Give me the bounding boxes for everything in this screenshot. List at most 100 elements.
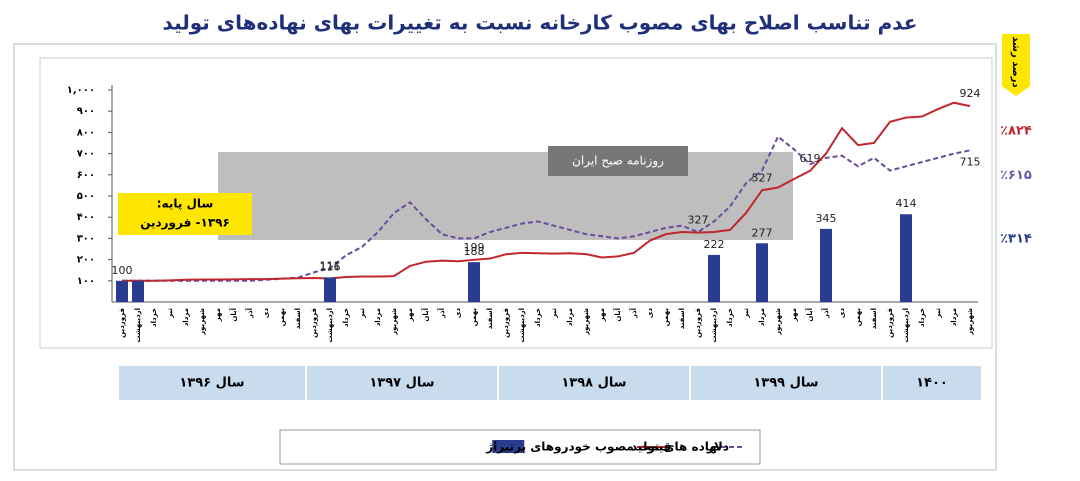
x-tick-label: مرداد bbox=[950, 308, 958, 326]
x-tick-label: فروردین bbox=[502, 308, 510, 338]
x-tick-label: تیر bbox=[358, 308, 366, 319]
x-tick-label: فروردین bbox=[694, 308, 702, 338]
bar bbox=[820, 228, 832, 302]
x-tick-label: مهر bbox=[790, 308, 798, 322]
legend-label: دلار bbox=[706, 440, 729, 454]
x-tick-label: اسفند bbox=[294, 308, 302, 329]
x-tick-label: بهمن bbox=[854, 308, 862, 327]
bar bbox=[708, 254, 720, 302]
data-label: 222 bbox=[704, 238, 725, 251]
data-label: 345 bbox=[816, 212, 837, 225]
bar bbox=[324, 277, 336, 302]
x-tick-label: تیر bbox=[166, 308, 174, 319]
x-tick-label: بهمن bbox=[278, 308, 286, 327]
year-band bbox=[119, 366, 305, 400]
x-tick-label: مرداد bbox=[182, 308, 190, 326]
legend-label: نهاده های تولید bbox=[631, 440, 722, 455]
x-tick-label: مهر bbox=[406, 308, 414, 322]
x-tick-label: دی bbox=[838, 308, 846, 318]
y-tick-label: ۹۰۰ bbox=[77, 106, 95, 117]
growth-label: ٪۸۲۴ bbox=[1000, 124, 1032, 139]
x-tick-label: اسفند bbox=[678, 308, 686, 329]
x-tick-label: مهر bbox=[214, 308, 222, 322]
x-tick-label: خرداد bbox=[918, 308, 926, 327]
x-tick-label: بهمن bbox=[470, 308, 478, 327]
x-tick-label: مرداد bbox=[374, 308, 382, 326]
x-tick-label: مرداد bbox=[566, 308, 574, 326]
line bbox=[122, 135, 971, 282]
year-band bbox=[307, 366, 497, 400]
year-band bbox=[691, 366, 881, 400]
year-label: سال ۱۳۹۸ bbox=[561, 376, 626, 391]
x-tick-label: آبان bbox=[229, 307, 238, 321]
watermark: روزنامه صبح ایران bbox=[572, 154, 664, 169]
x-tick-label: مهر bbox=[598, 308, 606, 322]
data-label: 188 bbox=[464, 245, 485, 258]
data-label: 414 bbox=[896, 197, 917, 210]
x-tick-label: شهریور bbox=[198, 308, 206, 336]
year-band bbox=[499, 366, 689, 400]
y-tick-label: ۱,۰۰۰ bbox=[67, 85, 95, 96]
data-label: 116 bbox=[320, 260, 341, 273]
x-tick-label: تیر bbox=[934, 308, 942, 319]
bar bbox=[900, 214, 912, 302]
x-tick-label: اسفند bbox=[486, 308, 494, 329]
bar bbox=[116, 280, 128, 302]
y-tick-label: ۱۰۰ bbox=[77, 276, 95, 287]
base-note-box bbox=[118, 193, 252, 235]
year-label: سال ۱۳۹۹ bbox=[753, 376, 818, 391]
x-tick-label: اردیبهشت bbox=[134, 308, 142, 343]
x-tick-label: فروردین bbox=[310, 308, 318, 338]
legend-label: قیمت مصوب خودروهای پرتیراژ bbox=[485, 440, 671, 455]
legend-swatch bbox=[492, 440, 525, 453]
x-tick-label: تیر bbox=[550, 308, 558, 319]
bar bbox=[756, 243, 768, 302]
bar bbox=[468, 262, 480, 302]
x-tick-label: اسفند bbox=[870, 308, 878, 329]
y-tick-label: ۲۰۰ bbox=[77, 255, 95, 266]
year-label: ۱۴۰۰ bbox=[916, 376, 948, 391]
x-tick-label: اردیبهشت bbox=[902, 308, 910, 343]
x-tick-label: خرداد bbox=[534, 308, 542, 327]
chart-title: عدم تناسب اصلاح بهای مصوب کارخانه نسبت ب… bbox=[163, 11, 918, 35]
x-tick-label: مرداد bbox=[758, 308, 766, 326]
x-tick-label: شهریور bbox=[966, 308, 974, 336]
x-tick-label: دی bbox=[262, 308, 270, 318]
data-label: 100 bbox=[112, 264, 133, 277]
x-tick-label: تیر bbox=[742, 308, 750, 319]
x-tick-label: آبان bbox=[805, 307, 814, 321]
x-tick-label: خرداد bbox=[726, 308, 734, 327]
y-tick-label: ۴۰۰ bbox=[77, 212, 95, 223]
y-tick-label: ۶۰۰ bbox=[77, 170, 95, 181]
x-tick-label: آبان bbox=[613, 307, 622, 321]
x-tick-label: خرداد bbox=[342, 308, 350, 327]
data-label: 111 bbox=[320, 259, 341, 272]
data-label: 277 bbox=[752, 226, 773, 239]
year-band bbox=[883, 366, 981, 400]
y-tick-label: ۳۰۰ bbox=[77, 233, 95, 244]
growth-tag bbox=[1002, 34, 1030, 96]
data-label: 715 bbox=[960, 155, 981, 168]
x-tick-label: آذر bbox=[245, 307, 254, 319]
bar bbox=[132, 280, 144, 302]
base-note: سال پایه: bbox=[157, 197, 214, 211]
year-label: سال ۱۳۹۶ bbox=[179, 376, 244, 391]
growth-label: ٪۶۱۵ bbox=[1000, 168, 1032, 183]
x-tick-label: بهمن bbox=[662, 308, 670, 327]
x-tick-label: آبان bbox=[421, 307, 430, 321]
x-tick-label: اردیبهشت bbox=[326, 308, 334, 343]
y-tick-label: ۷۰۰ bbox=[77, 149, 95, 160]
data-label: 199 bbox=[464, 241, 485, 254]
x-tick-label: خرداد bbox=[150, 308, 158, 327]
x-tick-label: فروردین bbox=[886, 308, 894, 338]
data-label: 619 bbox=[800, 152, 821, 165]
y-tick-label: ۸۰۰ bbox=[77, 127, 95, 138]
x-tick-label: اردیبهشت bbox=[710, 308, 718, 343]
watermark-box bbox=[548, 146, 688, 176]
x-tick-label: شهریور bbox=[582, 308, 590, 336]
x-tick-label: آذر bbox=[437, 307, 446, 319]
base-note: ۱۳۹۶- فروردین bbox=[140, 216, 230, 231]
data-label: 527 bbox=[752, 171, 773, 184]
